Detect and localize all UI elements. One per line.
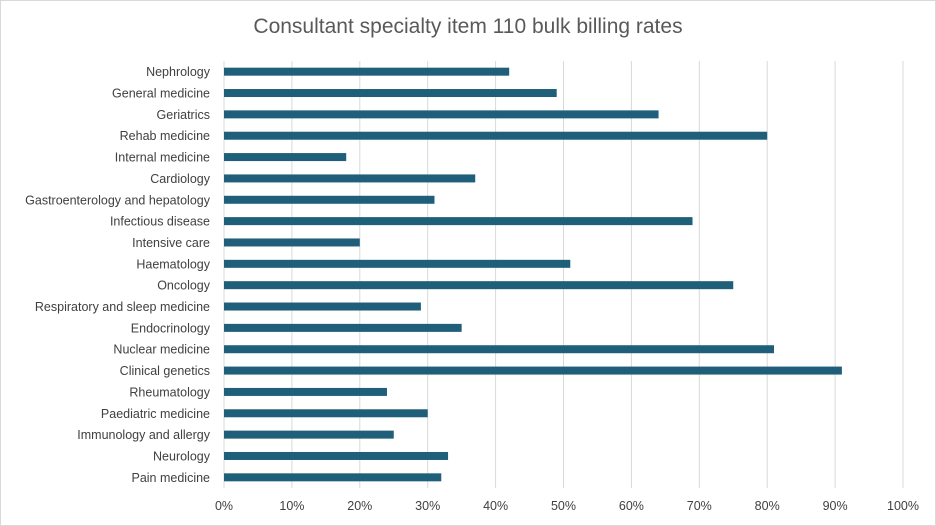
category-label: Respiratory and sleep medicine bbox=[35, 300, 210, 314]
bar bbox=[224, 195, 435, 204]
category-labels: Nephrology General medicine Geriatrics Reha… bbox=[25, 65, 211, 485]
bar bbox=[224, 430, 394, 439]
bar bbox=[224, 131, 768, 140]
category-label: Rheumatology bbox=[129, 385, 210, 399]
bar bbox=[224, 323, 462, 332]
category-label: Haematology bbox=[136, 257, 210, 271]
x-tick-label: 60% bbox=[619, 499, 644, 513]
category-label: Pain medicine bbox=[131, 471, 210, 485]
bar bbox=[224, 473, 442, 482]
category-label: Nephrology bbox=[146, 65, 211, 79]
x-tick-label: 20% bbox=[347, 499, 372, 513]
x-tick-label: 70% bbox=[687, 499, 712, 513]
x-tick-label: 100% bbox=[887, 499, 919, 513]
bar bbox=[224, 387, 387, 396]
x-tick-label: 50% bbox=[551, 499, 576, 513]
category-label: Oncology bbox=[157, 279, 211, 293]
x-tick-label: 0% bbox=[215, 499, 233, 513]
category-label: Paediatric medicine bbox=[101, 407, 210, 421]
x-tick-label: 30% bbox=[415, 499, 440, 513]
category-label: Infectious disease bbox=[110, 215, 210, 229]
bar bbox=[224, 366, 842, 375]
category-label: Cardiology bbox=[150, 172, 211, 186]
bar bbox=[224, 174, 476, 183]
bar bbox=[224, 89, 557, 98]
bar bbox=[224, 302, 421, 311]
category-label: Endocrinology bbox=[131, 321, 211, 335]
category-label: General medicine bbox=[112, 87, 210, 101]
category-label: Clinical genetics bbox=[120, 364, 210, 378]
bar bbox=[224, 451, 449, 460]
bar bbox=[224, 281, 734, 290]
bar bbox=[224, 259, 571, 268]
category-label: Internal medicine bbox=[115, 151, 210, 165]
category-label: Geriatrics bbox=[157, 108, 210, 122]
x-tick-label: 40% bbox=[483, 499, 508, 513]
bar bbox=[224, 217, 693, 226]
gridlines bbox=[223, 61, 904, 488]
x-tick-label: 80% bbox=[755, 499, 780, 513]
bar bbox=[224, 345, 774, 354]
category-label: Nuclear medicine bbox=[113, 343, 210, 357]
x-tick-label: 10% bbox=[279, 499, 304, 513]
x-axis-tick-labels: 0% 10% 20% 30% 40% 50% 60% 70% 80% 90% 100% bbox=[215, 499, 919, 513]
bar bbox=[224, 238, 360, 247]
bar bbox=[224, 110, 659, 119]
category-label: Neurology bbox=[153, 449, 211, 463]
category-label: Immunology and allergy bbox=[77, 428, 210, 442]
category-label: Gastroenterology and hepatology bbox=[25, 193, 211, 207]
x-tick-label: 90% bbox=[823, 499, 848, 513]
bar bbox=[224, 153, 347, 162]
category-label: Intensive care bbox=[132, 236, 210, 250]
bar bbox=[224, 409, 428, 418]
category-label: Rehab medicine bbox=[120, 129, 210, 143]
bars bbox=[224, 67, 842, 482]
bar bbox=[224, 67, 510, 76]
chart-title: Consultant specialty item 110 bulk billi… bbox=[253, 15, 683, 38]
